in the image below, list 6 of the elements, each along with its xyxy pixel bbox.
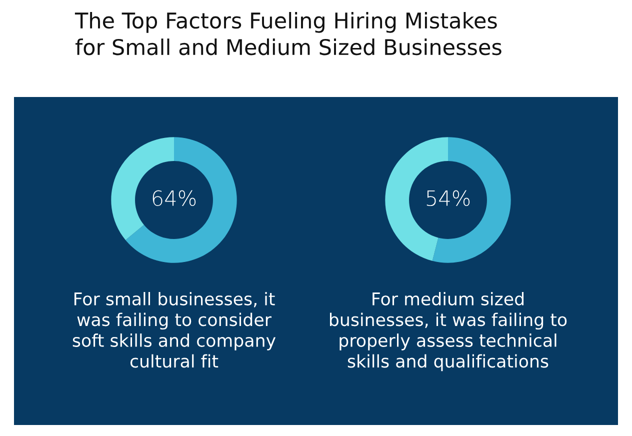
text: The Top Factors Fueling Hiring Mistakes for Small and Medium Sized Businesses — [74, 12, 502, 56]
text: For small businesses, it was failing to consider soft skills and company cultural fit — [72, 292, 276, 368]
text: For medium sized businesses, it was failing to properly assess technical skills and qualifications — [330, 292, 567, 372]
data-label: 54% — [426, 190, 470, 206]
data-label: 64% — [152, 190, 196, 206]
donut-slice — [126, 137, 237, 263]
